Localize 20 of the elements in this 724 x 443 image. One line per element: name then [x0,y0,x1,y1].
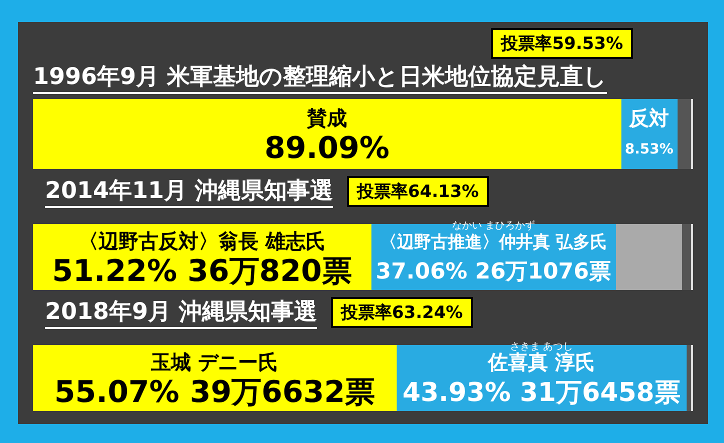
annotation: なかい まひろかず [452,220,535,232]
chart-title: 1996年9月 米軍基地の整理縮小と日米地位協定見直し [33,60,608,94]
text: 投票率59.53% [491,28,633,59]
series-label: 賛成 [306,106,347,130]
data-label: 8.53% [624,142,674,158]
data-label: 89.09% [264,130,390,166]
data-label: 51.22% 36万820票 [52,254,352,289]
series-label: 佐喜真 淳氏 [486,350,595,374]
series-label: 玉城 デニー氏 [150,350,278,374]
data-label: 43.93% 31万6458票 [402,378,680,408]
data-label: 55.07% 39万6632票 [54,374,376,410]
chart-title: 2018年9月 沖縄県知事選 [45,296,318,328]
series-label: 〈辺野古反対〉翁長 雄志氏 [78,229,326,254]
text: 投票率63.24% [331,296,473,328]
text: 投票率64.13% [347,176,489,206]
series-label: 〈辺野古推進〉仲井真 弘多氏 [380,232,607,252]
annotation: さきま あつし [510,342,574,353]
series-label: 反対 [628,106,670,130]
data-label: 37.06% 26万1076票 [376,260,611,285]
chart-title: 2014年11月 沖縄県知事選 [45,174,334,208]
